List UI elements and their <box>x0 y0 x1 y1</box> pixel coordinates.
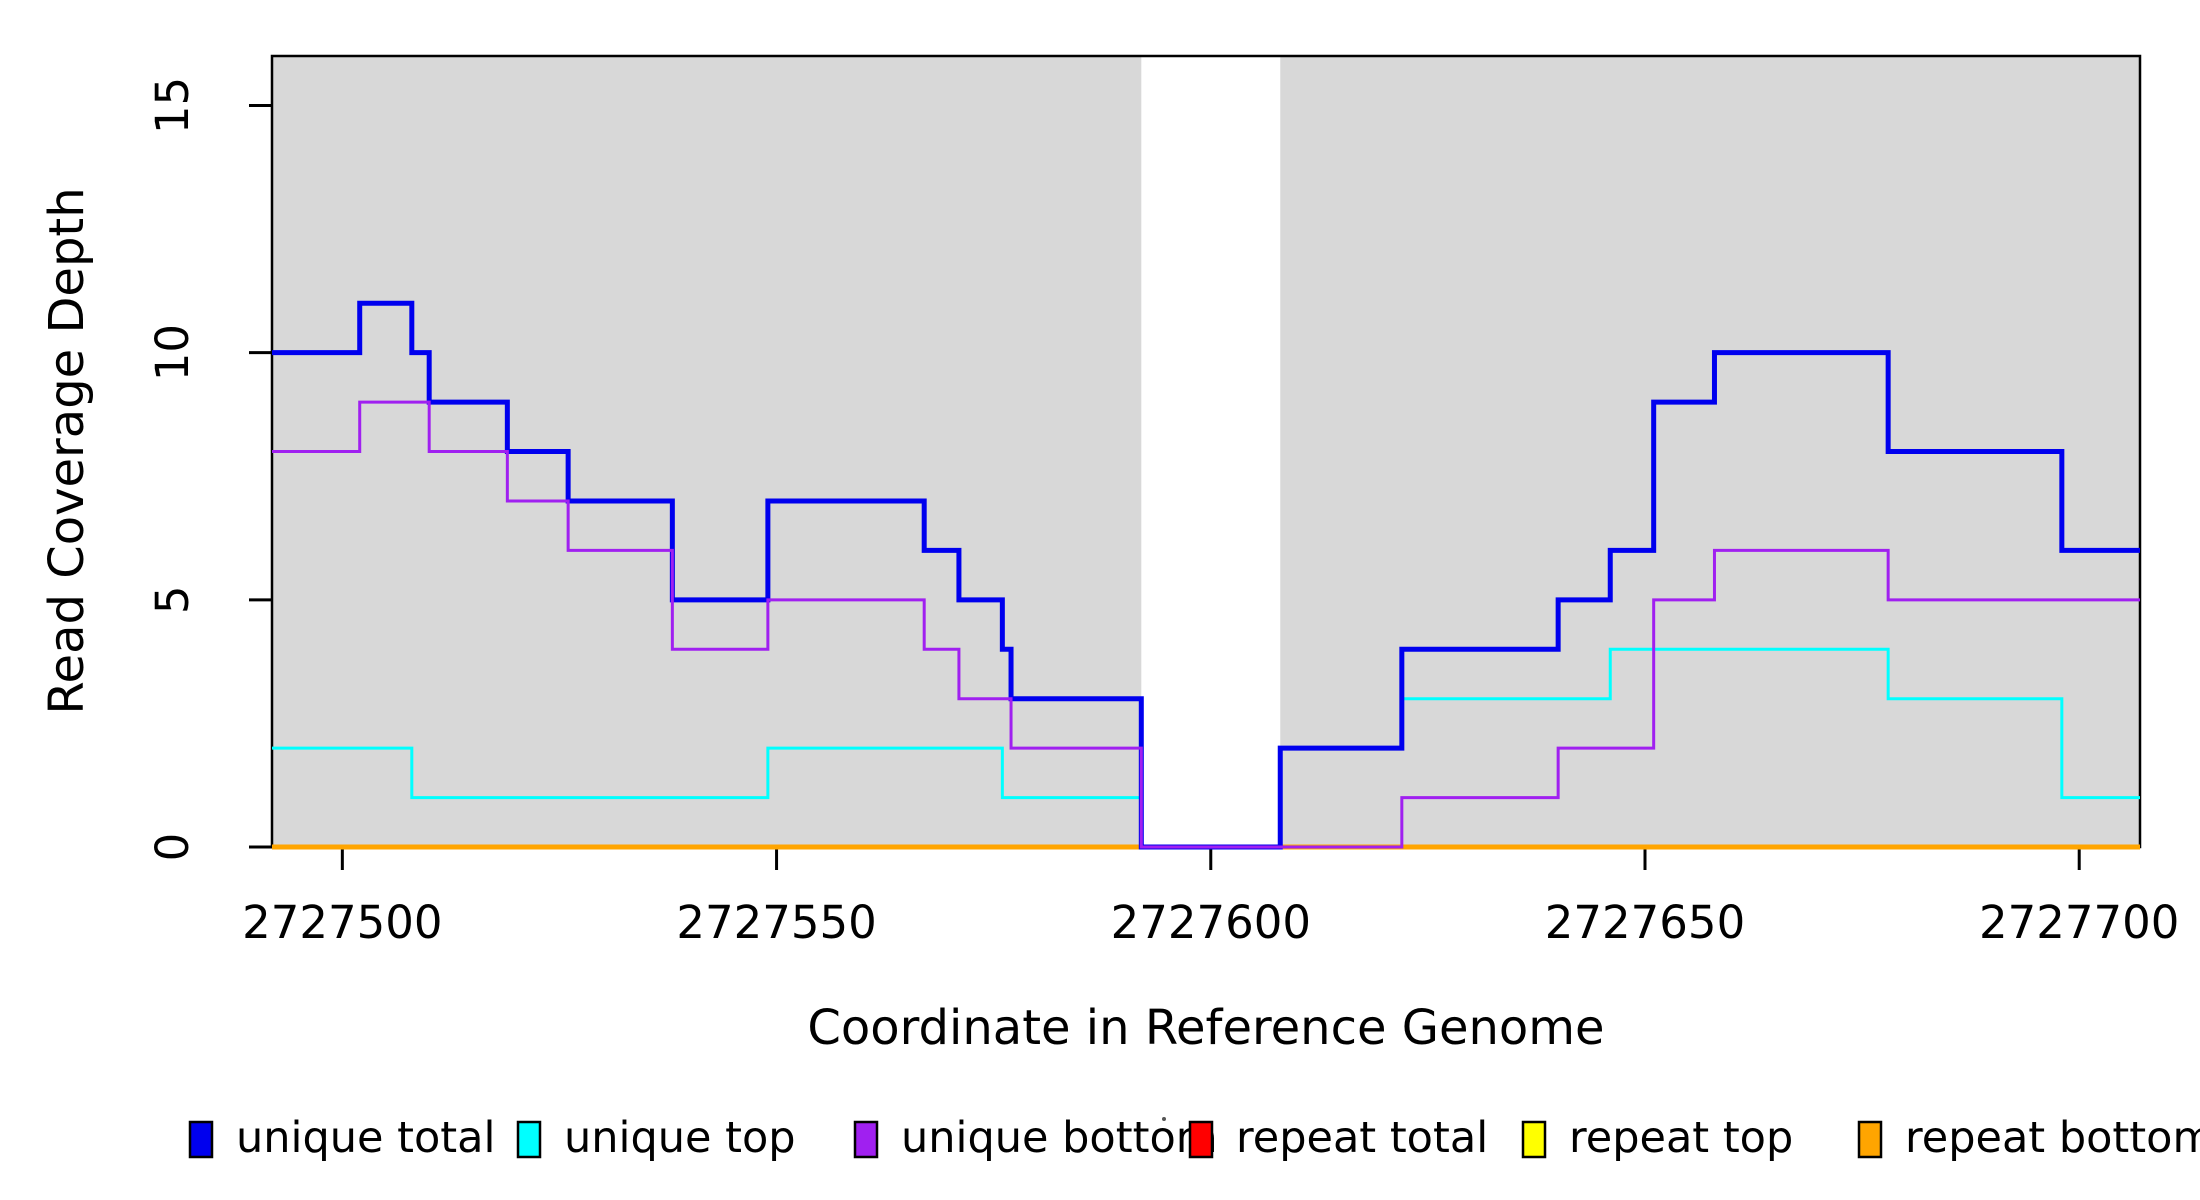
legend-label-unique-bottom: unique bottom <box>901 1113 1218 1163</box>
legend-label-unique-total: unique total <box>236 1113 495 1163</box>
plot-content: 2727500 2727550 2727600 2727650 2727700 0 5 10 1… <box>146 54 2200 1163</box>
legend-swatch-unique-bottom <box>853 1120 879 1159</box>
stray-mark <box>1162 1117 1166 1121</box>
x-tick-label: 2727550 <box>676 896 876 949</box>
legend-label-repeat-bottom: repeat bottom <box>1905 1113 2200 1163</box>
x-tick-label: 2727650 <box>1545 896 1745 949</box>
series-line-unique-bottom <box>272 400 2140 849</box>
series-line-unique-total <box>272 300 2140 850</box>
legend-swatch-repeat-bottom <box>1857 1120 1883 1159</box>
legend-label-repeat-top: repeat top <box>1569 1113 1793 1163</box>
x-tick-label: 2727600 <box>1111 896 1311 949</box>
y-tick-label: 15 <box>146 77 199 134</box>
legend-label-repeat-total: repeat total <box>1236 1113 1488 1163</box>
shaded-region <box>272 56 1142 847</box>
legend-label-unique-top: unique top <box>564 1113 796 1163</box>
y-tick-label: 0 <box>146 833 199 862</box>
y-axis-title: Read Coverage Depth <box>39 187 95 714</box>
legend-swatch-unique-total <box>188 1120 214 1159</box>
x-axis-title: Coordinate in Reference Genome <box>807 1000 1604 1056</box>
legend-swatch-repeat-total <box>1188 1120 1214 1159</box>
x-tick-label: 2727500 <box>242 896 442 949</box>
y-tick-label: 5 <box>146 585 199 614</box>
legend-swatch-repeat-top <box>1521 1120 1547 1159</box>
legend-swatch-unique-top <box>516 1120 542 1159</box>
y-tick-label: 10 <box>146 324 199 381</box>
x-tick-label: 2727700 <box>1979 896 2179 949</box>
